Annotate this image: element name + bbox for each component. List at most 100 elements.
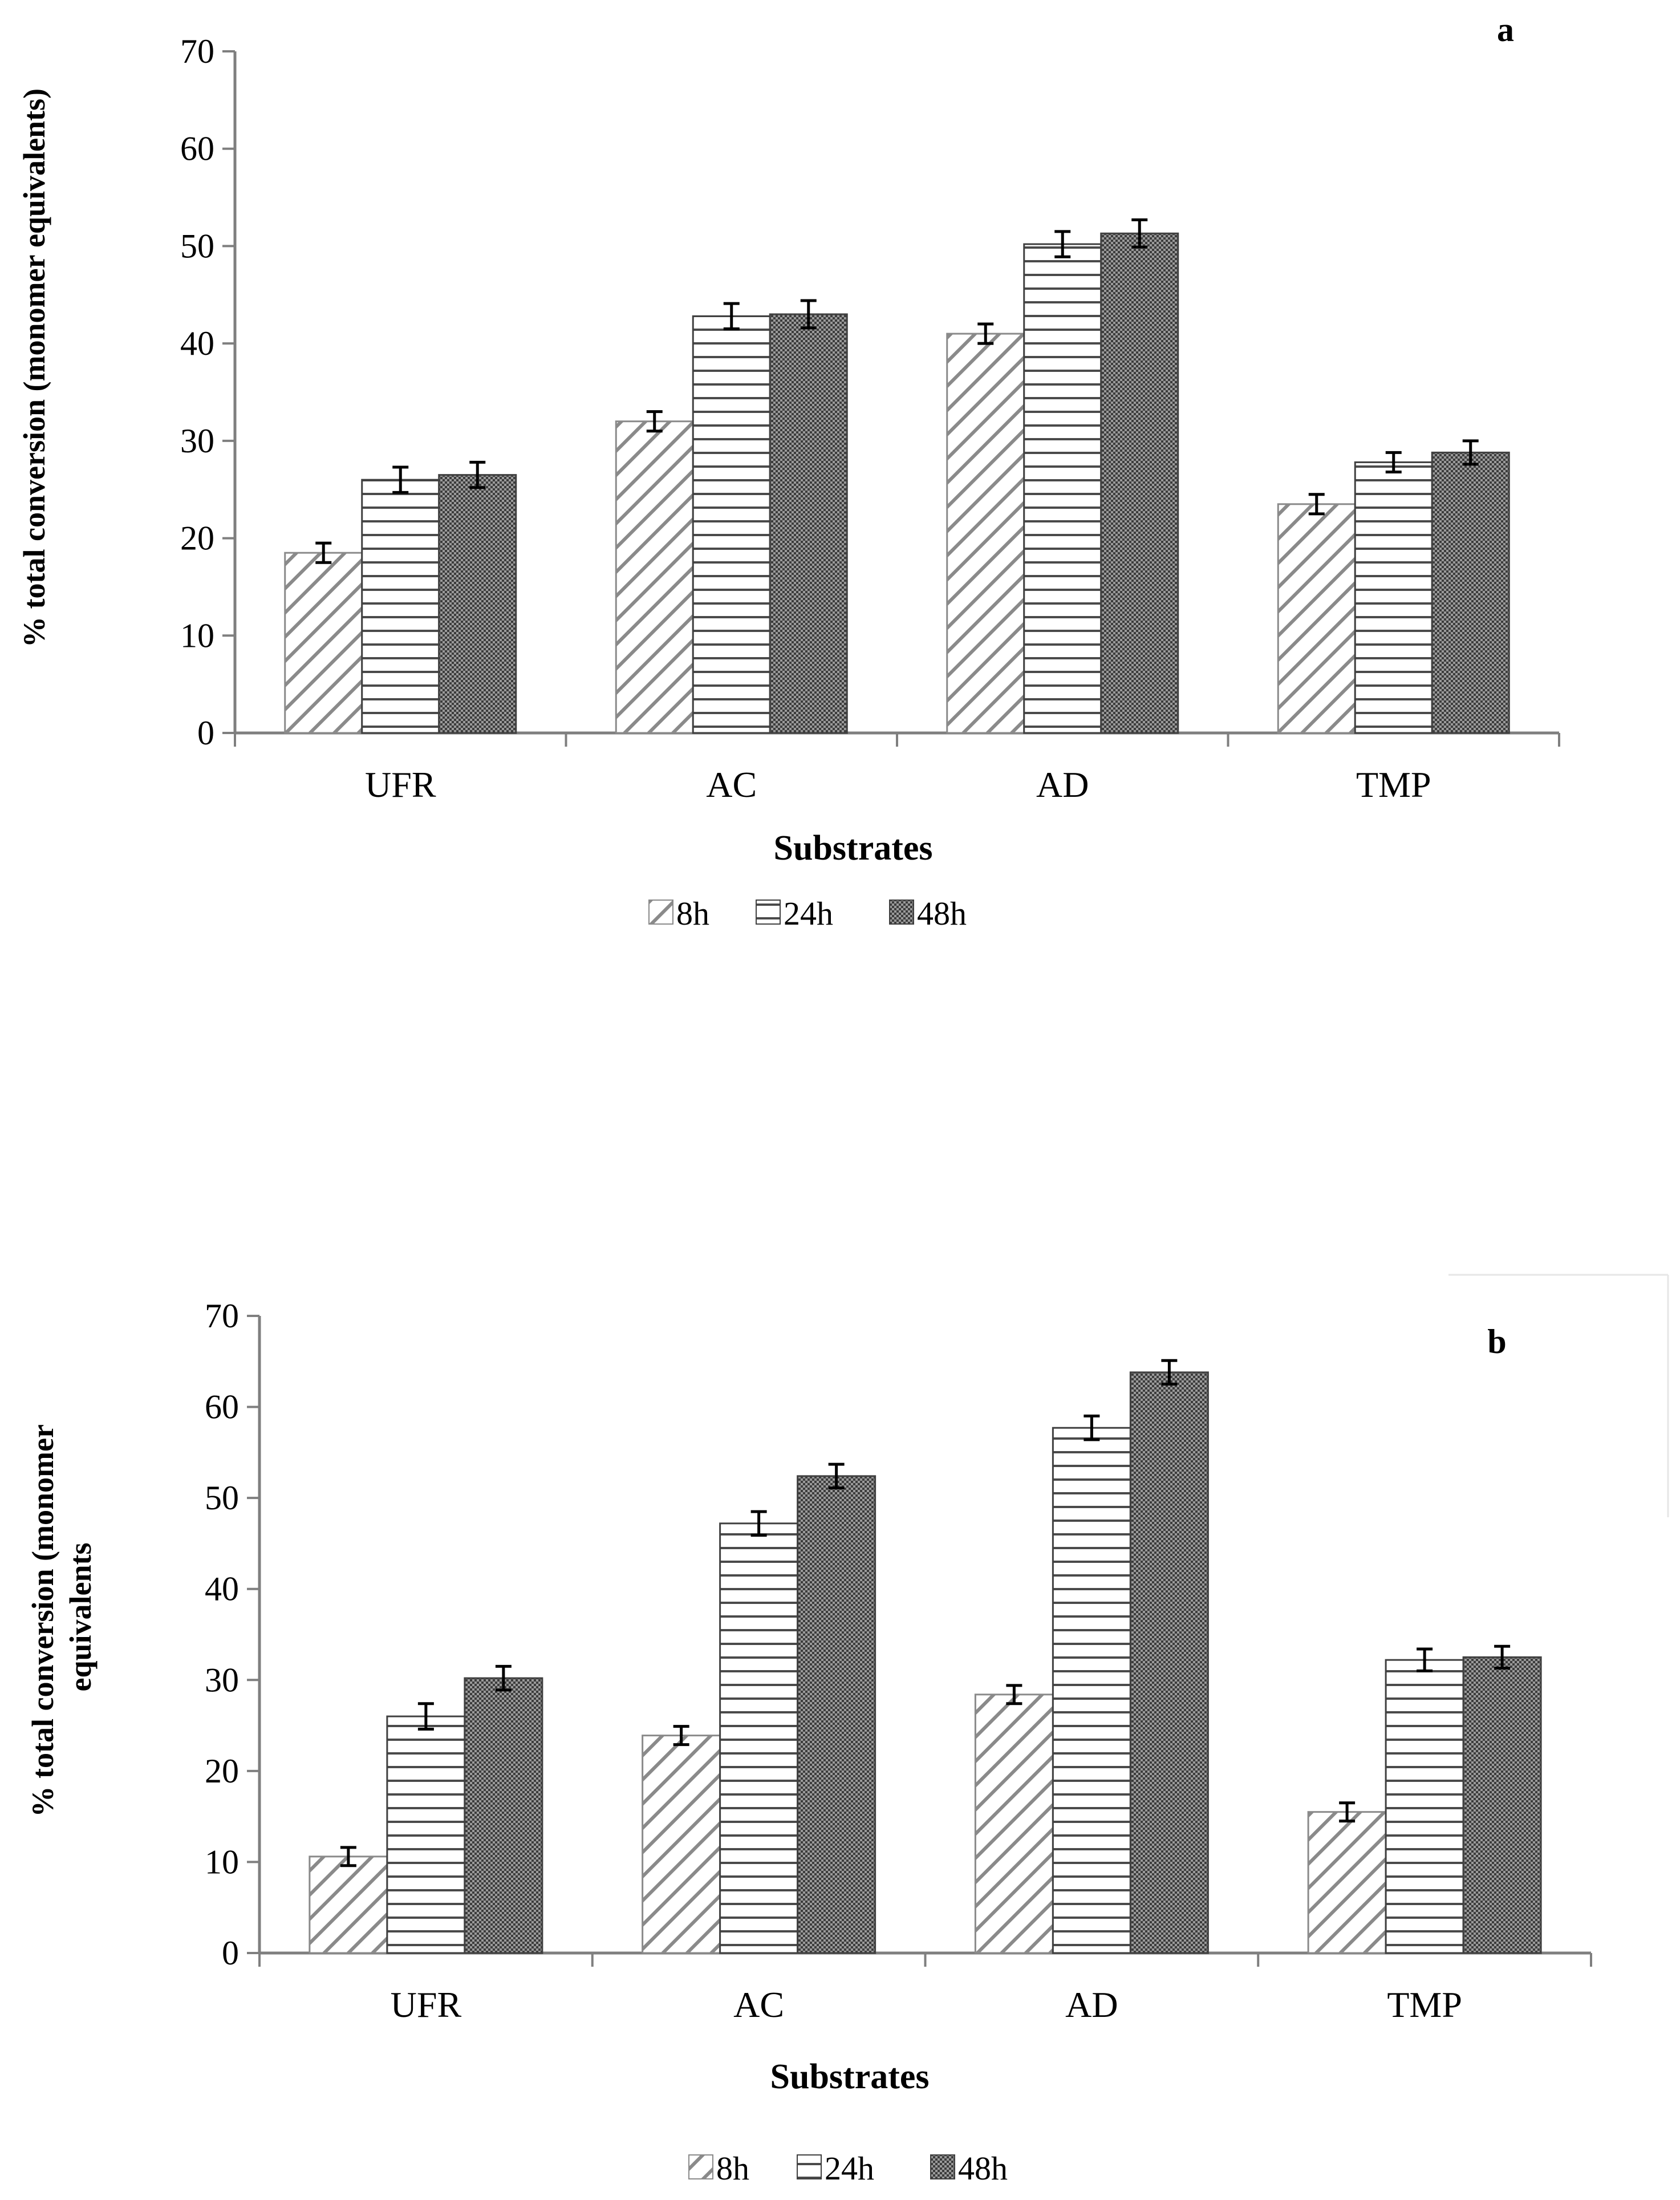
chart-panel-a: a % total conversion (monomer equivalent…	[17, 11, 1560, 932]
error-bar-a-AC-24h	[723, 302, 740, 331]
category-label-a-AD: AD	[1036, 764, 1089, 805]
category-label-a-UFR: UFR	[365, 764, 436, 805]
y-tick-label-b-7: 70	[205, 1297, 239, 1335]
error-bar-a-AD-24h	[1054, 230, 1071, 258]
legend-label-8h-a: 8h	[676, 895, 709, 932]
bar-a-UFR-24h	[361, 479, 440, 734]
y-axis-title-a: % total conversion (monomer equivalents)	[17, 88, 51, 647]
legend-b: 8h 24h 48h	[688, 2150, 1008, 2187]
category-label-b-UFR: UFR	[391, 1984, 462, 2025]
bar-b-TMP-48h	[1462, 1656, 1542, 1954]
bar-a-TMP-24h	[1354, 461, 1433, 734]
legend-swatch-24h-b	[797, 2154, 822, 2179]
error-bar-b-UFR-8h	[340, 1846, 356, 1867]
plot-area-a: 0 10 20 30 40 50 60 70 UFR AC AD TMP	[180, 33, 1560, 805]
error-bar-a-AC-8h	[646, 410, 663, 433]
bar-a-AD-48h	[1100, 232, 1179, 734]
y-tick-label-a-7: 70	[180, 33, 214, 70]
bar-b-TMP-8h	[1307, 1811, 1387, 1954]
y-axis-label-a: % total conversion (monomer equivalents)	[17, 88, 51, 647]
legend-label-8h-b: 8h	[716, 2150, 749, 2187]
y-tick-label-b-6: 60	[205, 1388, 239, 1426]
y-axis-label-b-line2: equivalents	[63, 1542, 98, 1691]
error-bar-b-TMP-24h	[1417, 1647, 1433, 1672]
chart-panel-b: b % total conversion (monomer equivalent…	[26, 1274, 1669, 2187]
bar-b-AC-48h	[797, 1475, 876, 1954]
error-bar-a-AC-48h	[800, 299, 817, 330]
error-bar-b-UFR-48h	[495, 1664, 512, 1692]
legend-label-48h-b: 48h	[958, 2150, 1008, 2187]
bar-b-UFR-8h	[309, 1855, 388, 1954]
category-label-a-TMP: TMP	[1356, 764, 1431, 805]
error-bar-a-UFR-8h	[315, 541, 332, 564]
y-axis-title-b: % total conversion (monomer equivalents	[26, 1417, 98, 1817]
error-bar-b-AC-48h	[828, 1462, 845, 1490]
bar-a-AD-24h	[1023, 243, 1102, 734]
y-tick-label-a-3: 30	[180, 422, 214, 460]
bar-a-TMP-8h	[1277, 503, 1356, 734]
x-axis-label-a: Substrates	[773, 829, 932, 868]
y-tick-label-b-2: 20	[205, 1752, 239, 1790]
category-label-b-AC: AC	[733, 1984, 784, 2025]
error-bar-a-AD-48h	[1131, 218, 1148, 249]
error-bar-b-AC-24h	[750, 1510, 767, 1537]
error-bar-a-AD-8h	[977, 322, 994, 345]
panel-label-b: b	[1487, 1323, 1506, 1360]
bar-a-TMP-48h	[1431, 451, 1510, 734]
legend-swatch-48h-b	[930, 2154, 955, 2179]
y-tick-label-a-1: 10	[180, 617, 214, 654]
bar-b-AD-24h	[1052, 1427, 1131, 1954]
legend-label-24h-a: 24h	[784, 895, 833, 932]
category-label-b-TMP: TMP	[1387, 1984, 1462, 2025]
y-axis-label-b: % total conversion (monomer equivalents	[26, 1417, 98, 1817]
error-bar-a-UFR-24h	[392, 465, 409, 494]
error-bar-a-UFR-48h	[469, 460, 486, 489]
bar-a-AC-24h	[692, 315, 771, 734]
category-label-b-AD: AD	[1065, 1984, 1118, 2025]
bar-b-AD-48h	[1129, 1371, 1209, 1954]
x-axis-label-b: Substrates	[770, 2057, 929, 2096]
y-tick-label-a-5: 50	[180, 227, 214, 265]
bar-b-UFR-48h	[464, 1677, 543, 1954]
bar-b-TMP-24h	[1385, 1659, 1464, 1954]
legend-a: 8h 24h 48h	[648, 895, 967, 932]
legend-swatch-48h-a	[889, 900, 914, 925]
y-tick-label-b-3: 30	[205, 1661, 239, 1699]
y-tick-label-b-5: 50	[205, 1479, 239, 1517]
bar-b-AD-8h	[974, 1693, 1054, 1954]
y-tick-label-b-1: 10	[205, 1843, 239, 1881]
error-bar-b-AC-8h	[673, 1725, 689, 1747]
y-tick-label-a-0: 0	[197, 714, 214, 752]
category-label-a-AC: AC	[706, 764, 757, 805]
y-axis-label-b-line1: % total conversion (monomer	[26, 1425, 60, 1817]
error-bar-b-AD-8h	[1006, 1684, 1022, 1705]
legend-label-48h-a: 48h	[917, 895, 967, 932]
bar-b-AC-8h	[642, 1735, 721, 1954]
y-tick-label-a-6: 60	[180, 130, 214, 168]
legend-label-24h-b: 24h	[825, 2150, 874, 2187]
bar-b-AC-24h	[719, 1522, 799, 1954]
error-bar-b-AD-48h	[1161, 1359, 1178, 1386]
legend-swatch-8h-b	[688, 2154, 713, 2179]
panel-label-a: a	[1497, 11, 1514, 48]
y-tick-label-b-0: 0	[222, 1934, 239, 1972]
error-bar-a-TMP-24h	[1385, 451, 1402, 473]
error-bar-b-TMP-48h	[1494, 1644, 1511, 1670]
bar-a-AC-8h	[615, 420, 694, 734]
bar-a-AC-48h	[769, 313, 848, 734]
bar-a-AD-8h	[946, 333, 1025, 734]
error-bar-b-AD-24h	[1084, 1415, 1100, 1441]
error-bar-a-TMP-8h	[1308, 493, 1325, 516]
legend-swatch-24h-a	[756, 900, 781, 925]
bar-b-UFR-24h	[386, 1715, 466, 1954]
bar-a-UFR-8h	[284, 552, 363, 734]
y-tick-label-a-2: 20	[180, 520, 214, 557]
bar-a-UFR-48h	[438, 474, 517, 734]
plot-area-b: 0 10 20 30 40 50 60 70 UFR AC AD TMP	[205, 1297, 1592, 2025]
error-bar-b-UFR-24h	[417, 1702, 434, 1731]
y-tick-label-a-4: 40	[180, 325, 214, 362]
error-bar-b-TMP-8h	[1339, 1801, 1356, 1823]
y-tick-label-b-4: 40	[205, 1570, 239, 1608]
legend-swatch-8h-a	[648, 900, 673, 925]
